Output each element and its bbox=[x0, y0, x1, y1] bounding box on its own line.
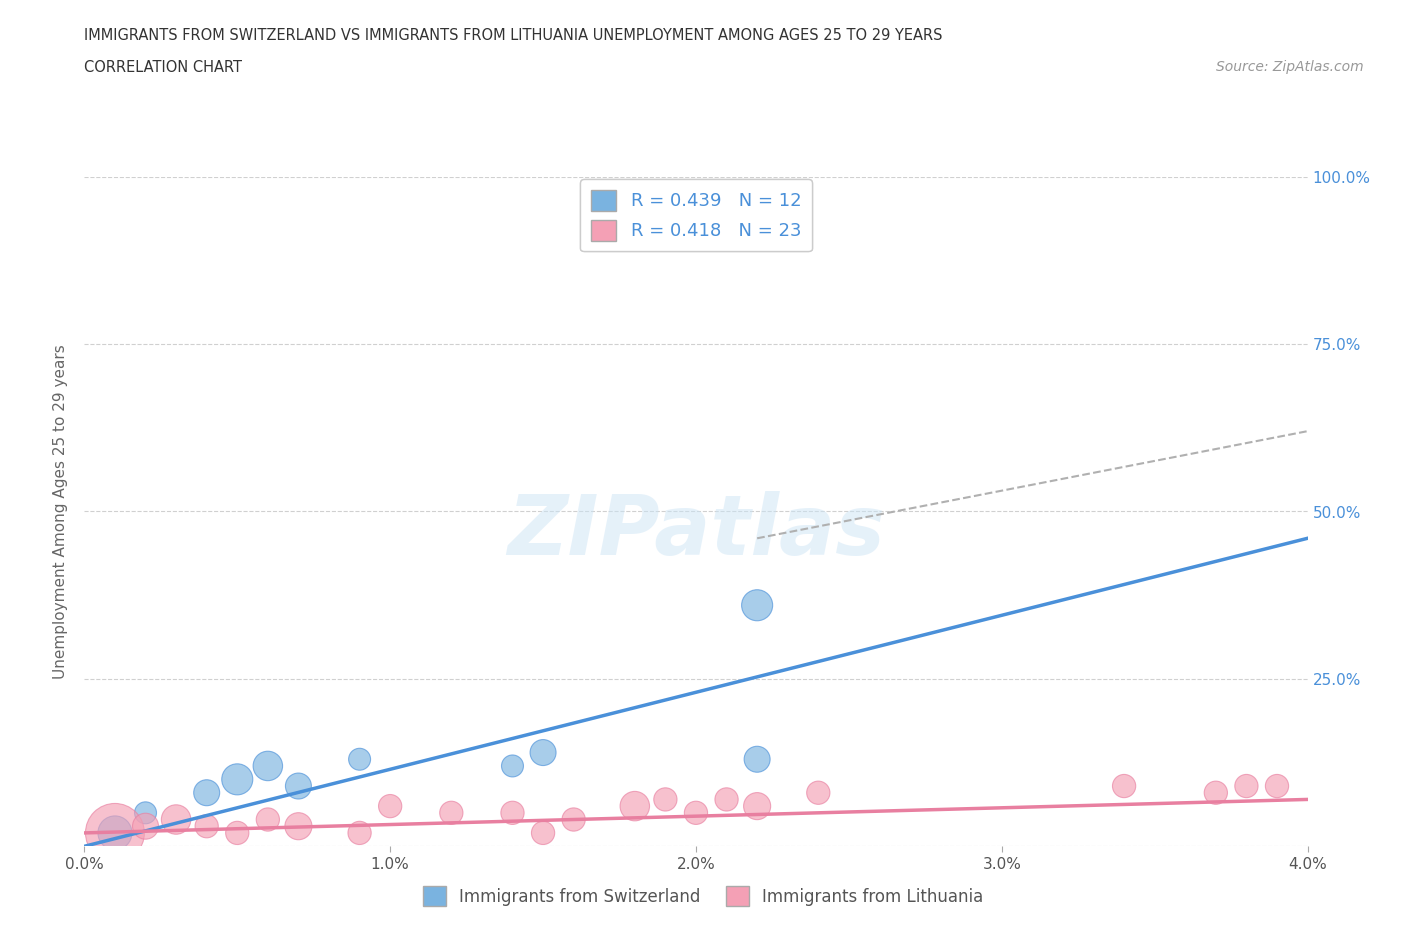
Point bbox=[654, 792, 676, 807]
Text: ZIPatlas: ZIPatlas bbox=[508, 491, 884, 572]
Point bbox=[747, 598, 769, 613]
Point bbox=[380, 799, 402, 814]
Point bbox=[531, 745, 554, 760]
Point bbox=[1205, 785, 1227, 800]
Point bbox=[440, 805, 463, 820]
Point bbox=[287, 778, 309, 793]
Point bbox=[562, 812, 585, 827]
Point bbox=[226, 826, 249, 841]
Point bbox=[226, 772, 249, 787]
Point bbox=[502, 759, 524, 774]
Point bbox=[624, 799, 647, 814]
Point bbox=[165, 812, 187, 827]
Legend: R = 0.439   N = 12, R = 0.418   N = 23: R = 0.439 N = 12, R = 0.418 N = 23 bbox=[579, 179, 813, 251]
Point bbox=[135, 818, 157, 833]
Text: CORRELATION CHART: CORRELATION CHART bbox=[84, 60, 242, 75]
Point bbox=[1114, 778, 1136, 793]
Point bbox=[195, 818, 218, 833]
Point bbox=[747, 799, 769, 814]
Point bbox=[257, 759, 280, 774]
Point bbox=[135, 805, 157, 820]
Y-axis label: Unemployment Among Ages 25 to 29 years: Unemployment Among Ages 25 to 29 years bbox=[53, 344, 69, 679]
Point bbox=[195, 785, 218, 800]
Point bbox=[807, 785, 830, 800]
Point bbox=[531, 826, 554, 841]
Point bbox=[747, 751, 769, 766]
Point bbox=[502, 805, 524, 820]
Point bbox=[685, 805, 707, 820]
Point bbox=[1265, 778, 1288, 793]
Legend: Immigrants from Switzerland, Immigrants from Lithuania: Immigrants from Switzerland, Immigrants … bbox=[416, 880, 990, 912]
Point bbox=[1236, 778, 1258, 793]
Point bbox=[104, 826, 127, 841]
Point bbox=[624, 203, 647, 218]
Text: IMMIGRANTS FROM SWITZERLAND VS IMMIGRANTS FROM LITHUANIA UNEMPLOYMENT AMONG AGES: IMMIGRANTS FROM SWITZERLAND VS IMMIGRANT… bbox=[84, 28, 943, 43]
Point bbox=[104, 826, 127, 841]
Point bbox=[257, 812, 280, 827]
Point bbox=[349, 751, 371, 766]
Point bbox=[349, 826, 371, 841]
Point bbox=[716, 792, 738, 807]
Point bbox=[287, 818, 309, 833]
Text: Source: ZipAtlas.com: Source: ZipAtlas.com bbox=[1216, 60, 1364, 74]
